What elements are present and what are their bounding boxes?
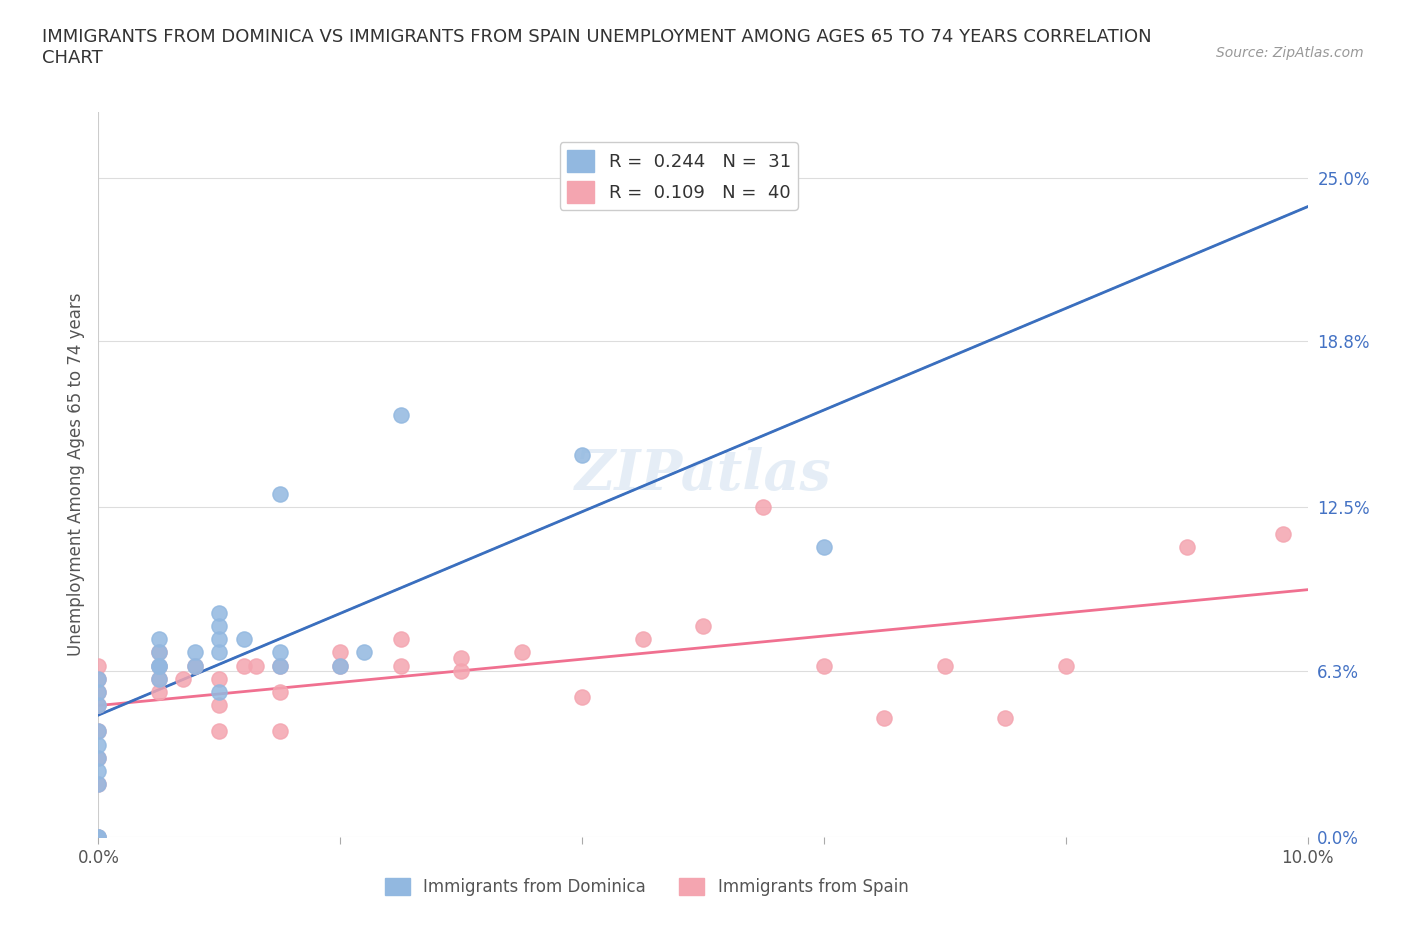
Point bbox=[269, 684, 291, 699]
Point bbox=[873, 711, 896, 725]
Legend: R =  0.244   N =  31, R =  0.109   N =  40: R = 0.244 N = 31, R = 0.109 N = 40 bbox=[560, 142, 797, 210]
Point bbox=[148, 684, 170, 699]
Point bbox=[934, 658, 956, 673]
Point bbox=[389, 658, 412, 673]
Point bbox=[87, 684, 110, 699]
Point bbox=[87, 724, 110, 739]
Point bbox=[148, 671, 170, 686]
Point bbox=[510, 644, 533, 659]
Point bbox=[269, 724, 291, 739]
Point bbox=[208, 605, 231, 620]
Point bbox=[813, 539, 835, 554]
Point bbox=[184, 658, 207, 673]
Y-axis label: Unemployment Among Ages 65 to 74 years: Unemployment Among Ages 65 to 74 years bbox=[66, 293, 84, 656]
Point bbox=[232, 631, 254, 646]
Point bbox=[148, 631, 170, 646]
Point bbox=[148, 671, 170, 686]
Point bbox=[571, 447, 593, 462]
Point bbox=[245, 658, 267, 673]
Point bbox=[353, 644, 375, 659]
Point bbox=[87, 737, 110, 752]
Point bbox=[269, 644, 291, 659]
Point bbox=[752, 499, 775, 514]
Point bbox=[329, 644, 352, 659]
Text: Source: ZipAtlas.com: Source: ZipAtlas.com bbox=[1216, 46, 1364, 60]
Point bbox=[329, 658, 352, 673]
Point bbox=[1272, 526, 1295, 541]
Point bbox=[692, 618, 714, 633]
Point bbox=[87, 658, 110, 673]
Point bbox=[813, 658, 835, 673]
Point bbox=[571, 690, 593, 705]
Point bbox=[87, 751, 110, 765]
Point bbox=[450, 663, 472, 678]
Legend: Immigrants from Dominica, Immigrants from Spain: Immigrants from Dominica, Immigrants fro… bbox=[378, 871, 915, 903]
Point bbox=[87, 830, 110, 844]
Point bbox=[269, 486, 291, 501]
Text: IMMIGRANTS FROM DOMINICA VS IMMIGRANTS FROM SPAIN UNEMPLOYMENT AMONG AGES 65 TO : IMMIGRANTS FROM DOMINICA VS IMMIGRANTS F… bbox=[42, 28, 1152, 67]
Point bbox=[208, 671, 231, 686]
Point bbox=[389, 631, 412, 646]
Point bbox=[148, 658, 170, 673]
Point bbox=[87, 724, 110, 739]
Point bbox=[87, 777, 110, 791]
Point bbox=[87, 684, 110, 699]
Point bbox=[184, 644, 207, 659]
Point bbox=[208, 698, 231, 712]
Point bbox=[87, 751, 110, 765]
Point bbox=[450, 650, 472, 665]
Point bbox=[232, 658, 254, 673]
Point bbox=[208, 724, 231, 739]
Point bbox=[208, 644, 231, 659]
Point bbox=[208, 684, 231, 699]
Point bbox=[148, 658, 170, 673]
Text: ZIPatlas: ZIPatlas bbox=[575, 446, 831, 502]
Point bbox=[87, 671, 110, 686]
Point bbox=[87, 830, 110, 844]
Point bbox=[87, 830, 110, 844]
Point bbox=[87, 764, 110, 778]
Point bbox=[631, 631, 654, 646]
Point bbox=[148, 658, 170, 673]
Point bbox=[87, 698, 110, 712]
Point bbox=[1054, 658, 1077, 673]
Point bbox=[148, 644, 170, 659]
Point bbox=[148, 644, 170, 659]
Point bbox=[269, 658, 291, 673]
Point bbox=[87, 698, 110, 712]
Point bbox=[87, 777, 110, 791]
Point bbox=[389, 407, 412, 422]
Point bbox=[329, 658, 352, 673]
Point bbox=[87, 671, 110, 686]
Point bbox=[172, 671, 194, 686]
Point bbox=[208, 631, 231, 646]
Point bbox=[208, 618, 231, 633]
Point bbox=[269, 658, 291, 673]
Point bbox=[994, 711, 1017, 725]
Point bbox=[1175, 539, 1198, 554]
Point bbox=[184, 658, 207, 673]
